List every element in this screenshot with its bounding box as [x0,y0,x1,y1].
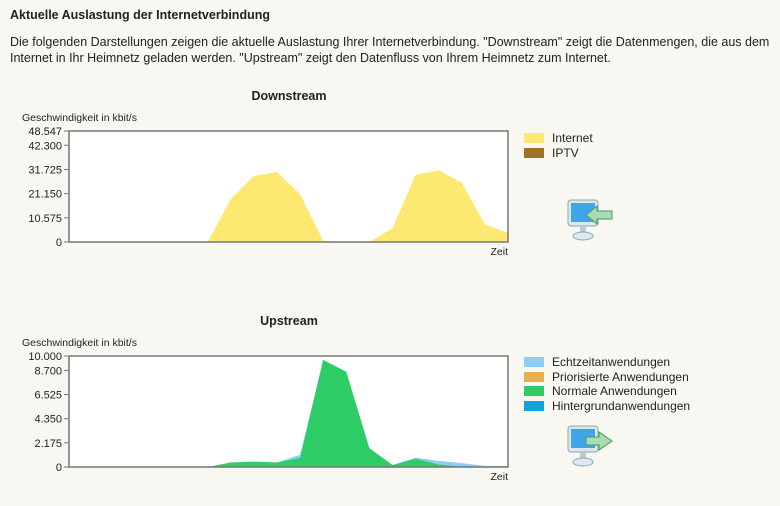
legend-swatch [524,386,544,397]
y-tick-label: 10.575 [28,213,62,225]
y-axis-label: Geschwindigkeit in kbit/s [22,337,137,349]
y-tick-label: 31.725 [28,164,62,176]
plot-area [69,356,508,467]
intro-text: Die folgenden Darstellungen zeigen die a… [10,35,770,65]
y-tick-label: 0 [56,462,62,474]
legend-swatch [524,371,544,382]
legend-swatch [524,400,544,411]
area-series-internet [69,170,508,242]
y-tick-label: 6.525 [34,390,62,402]
legend-item-echtzeit: Echtzeitanwendungen [524,355,690,370]
legend-label: IPTV [552,145,579,160]
y-tick-label: 0 [56,237,62,249]
y-tick-label: 48.547 [28,126,62,138]
upstream-chart: Geschwindigkeit in kbit/s 10.000 8.700 6.52… [22,337,509,483]
legend-label: Priorisierte Anwendungen [552,369,689,384]
plot-border [68,355,509,468]
x-axis-label: Zeit [490,471,508,483]
downstream-title: Downstream [251,89,327,103]
legend-item-iptv: IPTV [524,146,593,161]
legend-label: Normale Anwendungen [552,384,677,399]
legend-swatch [524,147,544,158]
y-tick-label: 42.300 [28,140,62,152]
x-axis-label: Zeit [490,246,508,258]
y-tick-label: 21.150 [28,189,62,201]
legend-label: Internet [552,131,593,146]
y-tick-label: 8.700 [34,365,62,377]
y-tick-label: 2.175 [34,438,62,450]
y-axis-label: Geschwindigkeit in kbit/s [22,112,137,124]
legend-label: Hintergrundanwendungen [552,398,691,413]
legend-swatch [524,357,544,368]
legend-swatch [524,133,544,144]
y-tick-label: 10.000 [28,351,62,363]
legend-label: Echtzeitanwendungen [552,355,671,370]
computer-download-arrow-icon [567,199,613,241]
downstream-legend: Internet IPTV [524,131,593,160]
legend-item-normal: Normale Anwendungen [524,384,690,399]
y-tick-label: 4.350 [34,414,62,426]
upstream-title: Upstream [260,314,318,328]
legend-item-internet: Internet [524,131,593,146]
page-title: Aktuelle Auslastung der Internetverbindu… [10,8,270,22]
plot-border [68,130,509,243]
computer-upload-arrow-icon [567,425,613,467]
legend-item-hintergrund: Hintergrundanwendungen [524,399,690,414]
downstream-chart: Geschwindigkeit in kbit/s 48.547 42.300 31.… [22,112,509,258]
upstream-legend: Echtzeitanwendungen Priorisierte Anwendu… [524,355,690,413]
legend-item-priorisiert: Priorisierte Anwendungen [524,370,690,385]
